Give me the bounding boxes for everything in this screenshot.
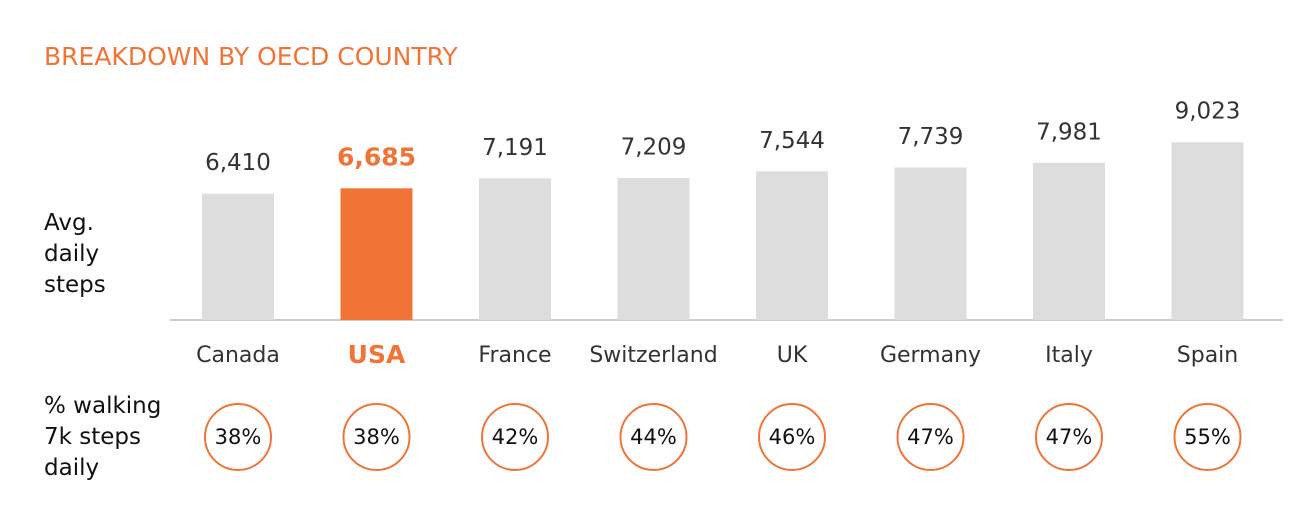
percent-label: 38% bbox=[215, 425, 262, 449]
bar bbox=[1171, 142, 1244, 320]
x-tick-label: UK bbox=[777, 343, 808, 368]
bar bbox=[756, 171, 828, 320]
percent-label: 47% bbox=[1046, 425, 1093, 449]
percent-circle bbox=[1035, 403, 1103, 471]
percent-circle bbox=[481, 403, 549, 471]
percent-circle bbox=[1173, 403, 1242, 471]
percent-label: 55% bbox=[1184, 425, 1231, 449]
percent-circle bbox=[896, 403, 965, 471]
value-label: 7,209 bbox=[621, 134, 687, 160]
bar bbox=[617, 177, 690, 320]
value-label: 7,739 bbox=[898, 124, 964, 150]
percent-circle bbox=[342, 403, 411, 471]
value-label: 7,544 bbox=[759, 128, 825, 154]
bar bbox=[340, 188, 413, 320]
x-tick-label: Switzerland bbox=[589, 343, 717, 368]
value-label: 6,685 bbox=[337, 142, 416, 171]
percent-circle bbox=[619, 403, 688, 471]
percent-circle bbox=[204, 403, 272, 471]
value-label: 6,410 bbox=[205, 150, 271, 176]
value-label: 9,023 bbox=[1175, 99, 1241, 125]
value-label: 7,191 bbox=[482, 135, 548, 161]
y-axis-label: Avg. daily steps bbox=[44, 210, 106, 298]
bar bbox=[202, 193, 274, 320]
percent-label: 42% bbox=[492, 425, 539, 449]
x-tick-label: Spain bbox=[1177, 343, 1238, 368]
percent-label: 47% bbox=[907, 425, 954, 449]
bar bbox=[479, 178, 551, 320]
value-label: 7,981 bbox=[1036, 119, 1102, 145]
chart-title: BREAKDOWN BY OECD COUNTRY bbox=[44, 42, 458, 71]
x-tick-label: Germany bbox=[880, 343, 981, 368]
bar bbox=[1033, 162, 1105, 320]
x-tick-label: Canada bbox=[196, 343, 280, 368]
x-tick-label: Italy bbox=[1045, 343, 1093, 368]
bar bbox=[894, 167, 967, 320]
x-tick-label: France bbox=[478, 343, 551, 368]
percent-circle bbox=[758, 403, 826, 471]
percent-label: 38% bbox=[353, 425, 400, 449]
percent-label: 46% bbox=[769, 425, 816, 449]
x-tick-label: USA bbox=[348, 340, 406, 369]
row-label: % walking 7k steps daily bbox=[44, 393, 162, 481]
percent-label: 44% bbox=[630, 425, 677, 449]
